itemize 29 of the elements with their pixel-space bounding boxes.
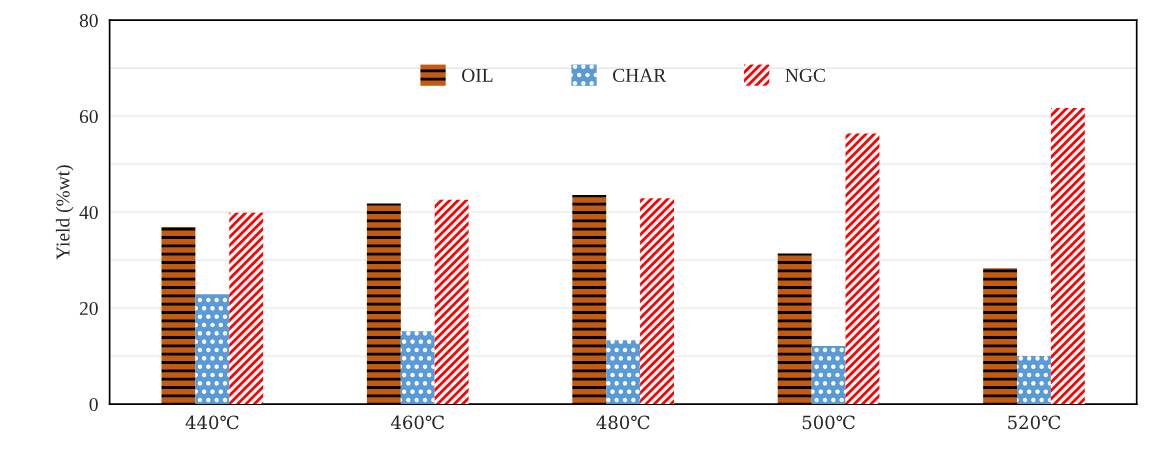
bar bbox=[1050, 108, 1085, 405]
bar bbox=[434, 199, 469, 405]
bar bbox=[572, 194, 607, 405]
bar bbox=[606, 340, 641, 405]
bar bbox=[161, 227, 196, 405]
legend-label: NGC bbox=[785, 68, 825, 82]
y-tick-label: 40 bbox=[79, 205, 98, 220]
bar bbox=[845, 133, 880, 405]
x-tick-label: 460℃ bbox=[390, 415, 444, 430]
x-tick-label: 480℃ bbox=[596, 415, 650, 430]
bar bbox=[366, 203, 401, 405]
y-axis-title: Yield (%wt) bbox=[55, 165, 74, 260]
y-tick-label: 80 bbox=[79, 14, 98, 28]
bar bbox=[1017, 356, 1051, 405]
bar bbox=[811, 346, 846, 405]
x-tick-label: 440℃ bbox=[185, 415, 239, 430]
bar bbox=[229, 212, 264, 405]
bar bbox=[983, 268, 1018, 405]
legend-label: CHAR bbox=[613, 68, 667, 82]
legend-label: OIL bbox=[462, 68, 493, 82]
y-tick-label: 60 bbox=[79, 109, 98, 124]
bar bbox=[195, 294, 230, 405]
y-tick-label: 0 bbox=[89, 397, 98, 412]
bar bbox=[400, 331, 435, 405]
x-tick-label: 500℃ bbox=[802, 415, 855, 430]
bar bbox=[640, 198, 674, 405]
x-tick-label: 520℃ bbox=[1008, 415, 1061, 430]
bar bbox=[777, 253, 812, 405]
y-tick-label: 20 bbox=[79, 301, 98, 316]
